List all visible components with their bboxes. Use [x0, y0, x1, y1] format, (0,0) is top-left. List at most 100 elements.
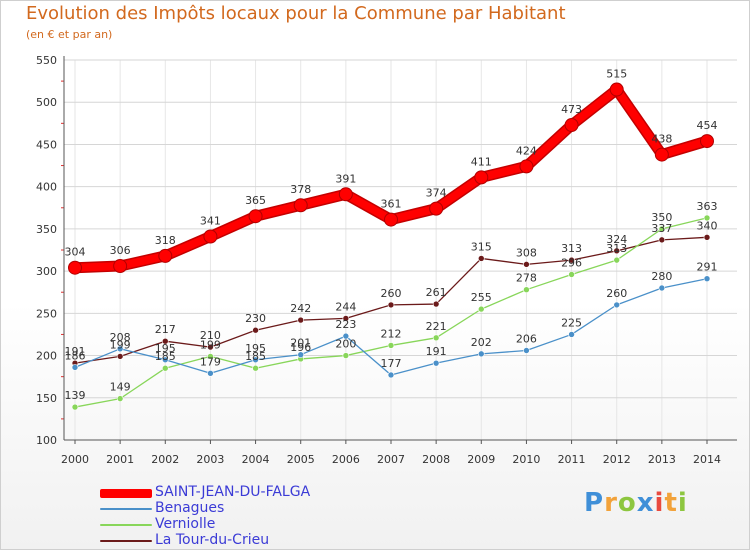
data-label: 411	[471, 155, 492, 168]
data-point	[116, 345, 124, 353]
data-label: 242	[290, 302, 311, 315]
data-point	[338, 187, 353, 202]
data-point	[568, 256, 575, 264]
data-label: 424	[516, 144, 537, 157]
y-tick-label: 300	[36, 265, 57, 278]
data-point	[432, 334, 440, 342]
data-point	[384, 212, 398, 227]
legend-label: SAINT-JEAN-DU-FALGA	[155, 484, 311, 500]
data-point	[207, 343, 214, 351]
data-point	[703, 234, 711, 241]
data-point	[613, 247, 621, 255]
data-label: 313	[606, 242, 627, 255]
legend-label: Benagues	[155, 500, 225, 516]
logo-letter: t	[664, 488, 678, 518]
data-point	[71, 403, 79, 411]
data-label: 202	[471, 336, 492, 349]
legend-label: La Tour-du-Crieu	[155, 532, 270, 548]
data-label: 199	[200, 338, 221, 351]
data-label: 255	[471, 291, 492, 304]
legend-label: Verniolle	[155, 516, 216, 532]
x-tick-label: 2010	[512, 453, 540, 466]
data-label: 212	[381, 327, 402, 340]
data-point	[568, 271, 575, 278]
data-label: 473	[561, 103, 582, 116]
x-tick-label: 2002	[151, 453, 179, 466]
legend-swatch	[100, 524, 152, 526]
data-label: 341	[200, 214, 221, 227]
data-point	[161, 337, 169, 345]
data-label: 185	[245, 350, 266, 363]
data-label: 244	[335, 300, 356, 313]
y-tick-label: 200	[36, 350, 57, 363]
data-label: 391	[335, 172, 356, 185]
proxiti-logo: Proxiti	[584, 488, 688, 518]
data-point	[68, 260, 82, 275]
data-point	[523, 261, 530, 268]
data-label: 438	[651, 133, 672, 146]
data-label: 185	[155, 350, 176, 363]
data-point	[293, 198, 308, 213]
data-point	[248, 209, 263, 224]
data-point	[297, 351, 305, 359]
data-point	[519, 159, 534, 174]
y-tick-label: 400	[36, 181, 57, 194]
data-label: 191	[65, 345, 86, 358]
data-label: 199	[110, 338, 131, 351]
data-label: 139	[65, 389, 86, 402]
data-label: 280	[651, 270, 672, 283]
y-tick-label: 450	[36, 138, 57, 151]
x-tick-label: 2013	[648, 453, 676, 466]
data-label: 350	[651, 211, 672, 224]
data-label: 177	[381, 357, 402, 370]
data-label: 340	[697, 219, 718, 232]
data-point	[432, 300, 440, 308]
data-point	[658, 225, 666, 233]
data-point	[658, 236, 666, 244]
logo-letter: o	[617, 488, 637, 518]
chart-title: Evolution des Impôts locaux pour la Comm…	[26, 3, 566, 24]
x-tick-label: 2003	[196, 453, 224, 466]
data-point	[252, 326, 259, 334]
x-tick-label: 2000	[61, 453, 89, 466]
data-point	[477, 255, 485, 262]
data-label: 206	[516, 332, 537, 345]
data-point	[703, 214, 711, 222]
x-tick-label: 2008	[422, 453, 450, 466]
logo-letter: i	[654, 488, 665, 518]
data-label: 304	[65, 246, 86, 259]
data-point	[342, 315, 350, 322]
data-point	[158, 248, 173, 263]
data-label: 208	[110, 331, 131, 344]
x-tick-label: 2011	[558, 453, 586, 466]
data-point	[523, 347, 530, 354]
chart-subtitle: (en € et par an)	[26, 28, 113, 41]
data-point	[161, 356, 169, 364]
data-point	[429, 201, 444, 216]
logo-letter: i	[677, 488, 688, 518]
data-label: 261	[426, 286, 447, 299]
data-point	[116, 353, 124, 360]
data-point	[116, 395, 124, 402]
data-label: 315	[471, 240, 492, 253]
data-point	[474, 170, 489, 185]
data-point	[523, 286, 530, 293]
data-label: 454	[697, 119, 718, 132]
data-label: 278	[516, 272, 537, 285]
logo-letter: r	[604, 488, 618, 518]
data-point	[568, 331, 575, 338]
data-point	[342, 332, 350, 340]
data-label: 296	[561, 256, 582, 269]
data-label: 225	[561, 316, 582, 329]
data-label: 361	[381, 198, 402, 211]
data-point	[297, 316, 305, 324]
data-label: 337	[651, 222, 672, 235]
data-point	[161, 364, 169, 372]
data-point	[432, 359, 440, 367]
data-point	[658, 284, 666, 292]
data-label: 200	[335, 338, 356, 351]
x-tick-label: 2009	[467, 453, 495, 466]
y-tick-label: 150	[36, 392, 57, 405]
data-point	[387, 342, 395, 349]
